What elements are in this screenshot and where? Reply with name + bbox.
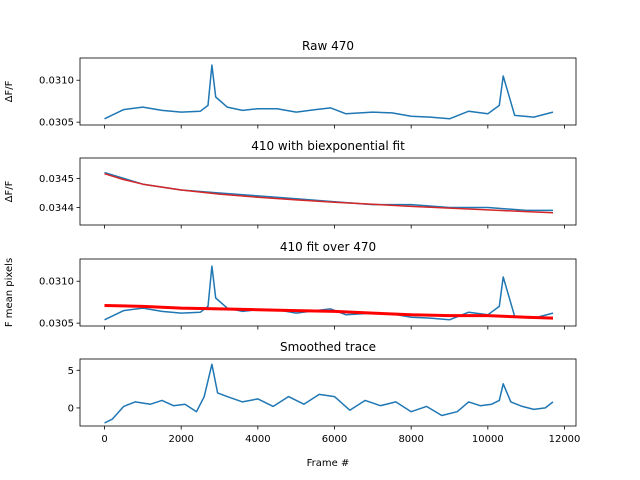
subplot-title: Raw 470: [302, 39, 354, 53]
y-tick-label: 0.0345: [39, 174, 74, 185]
y-tick-label: 0.0310: [39, 277, 74, 288]
subplot-4: 0 2000 4000 6000 8000 10000 12000 0 5 Smoothed tr…: [68, 340, 581, 469]
subplot-title: 410 with biexponential fit: [251, 139, 405, 153]
subplot-3: 0.0305 0.0310 410 fit over 470 F mean pixel…: [4, 240, 577, 330]
x-tick-label: 8000: [398, 434, 423, 445]
x-axis-label: Frame #: [307, 458, 350, 469]
y-axis-label: ΔF/F: [4, 180, 15, 202]
series-line-1: [104, 363, 554, 424]
subplot-title: 410 fit over 470: [280, 240, 376, 254]
subplot-2: 0.0344 0.0345 410 with biexponential fit ΔF…: [4, 139, 577, 229]
y-tick-label: 0: [68, 403, 74, 414]
x-tick-label: 6000: [322, 434, 347, 445]
subplot-1: 0.0305 0.0310 Raw 470 ΔF/F: [4, 39, 577, 129]
axes-frame: [79, 157, 577, 226]
subplot-title: Smoothed trace: [280, 340, 376, 354]
x-tick-label: 12000: [549, 434, 581, 445]
y-tick-label: 0.0344: [39, 203, 74, 214]
axes-frame: [79, 57, 577, 126]
y-tick-label: 5: [68, 366, 74, 377]
series-line-1: [104, 64, 554, 120]
y-axis-label: F mean pixels: [4, 258, 15, 327]
series-line-2: [104, 172, 554, 214]
x-tick-label: 0: [101, 434, 107, 445]
y-tick-label: 0.0310: [39, 76, 74, 87]
series-line-2: [104, 304, 554, 320]
x-tick-label: 10000: [472, 434, 504, 445]
y-tick-label: 0.0305: [39, 319, 74, 330]
axes-frame: [79, 258, 577, 327]
y-axis-label: ΔF/F: [4, 80, 15, 102]
x-tick-label: 4000: [245, 434, 270, 445]
y-tick-label: 0.0305: [39, 118, 74, 129]
x-tick-label: 2000: [168, 434, 193, 445]
axes-frame: [79, 358, 577, 427]
